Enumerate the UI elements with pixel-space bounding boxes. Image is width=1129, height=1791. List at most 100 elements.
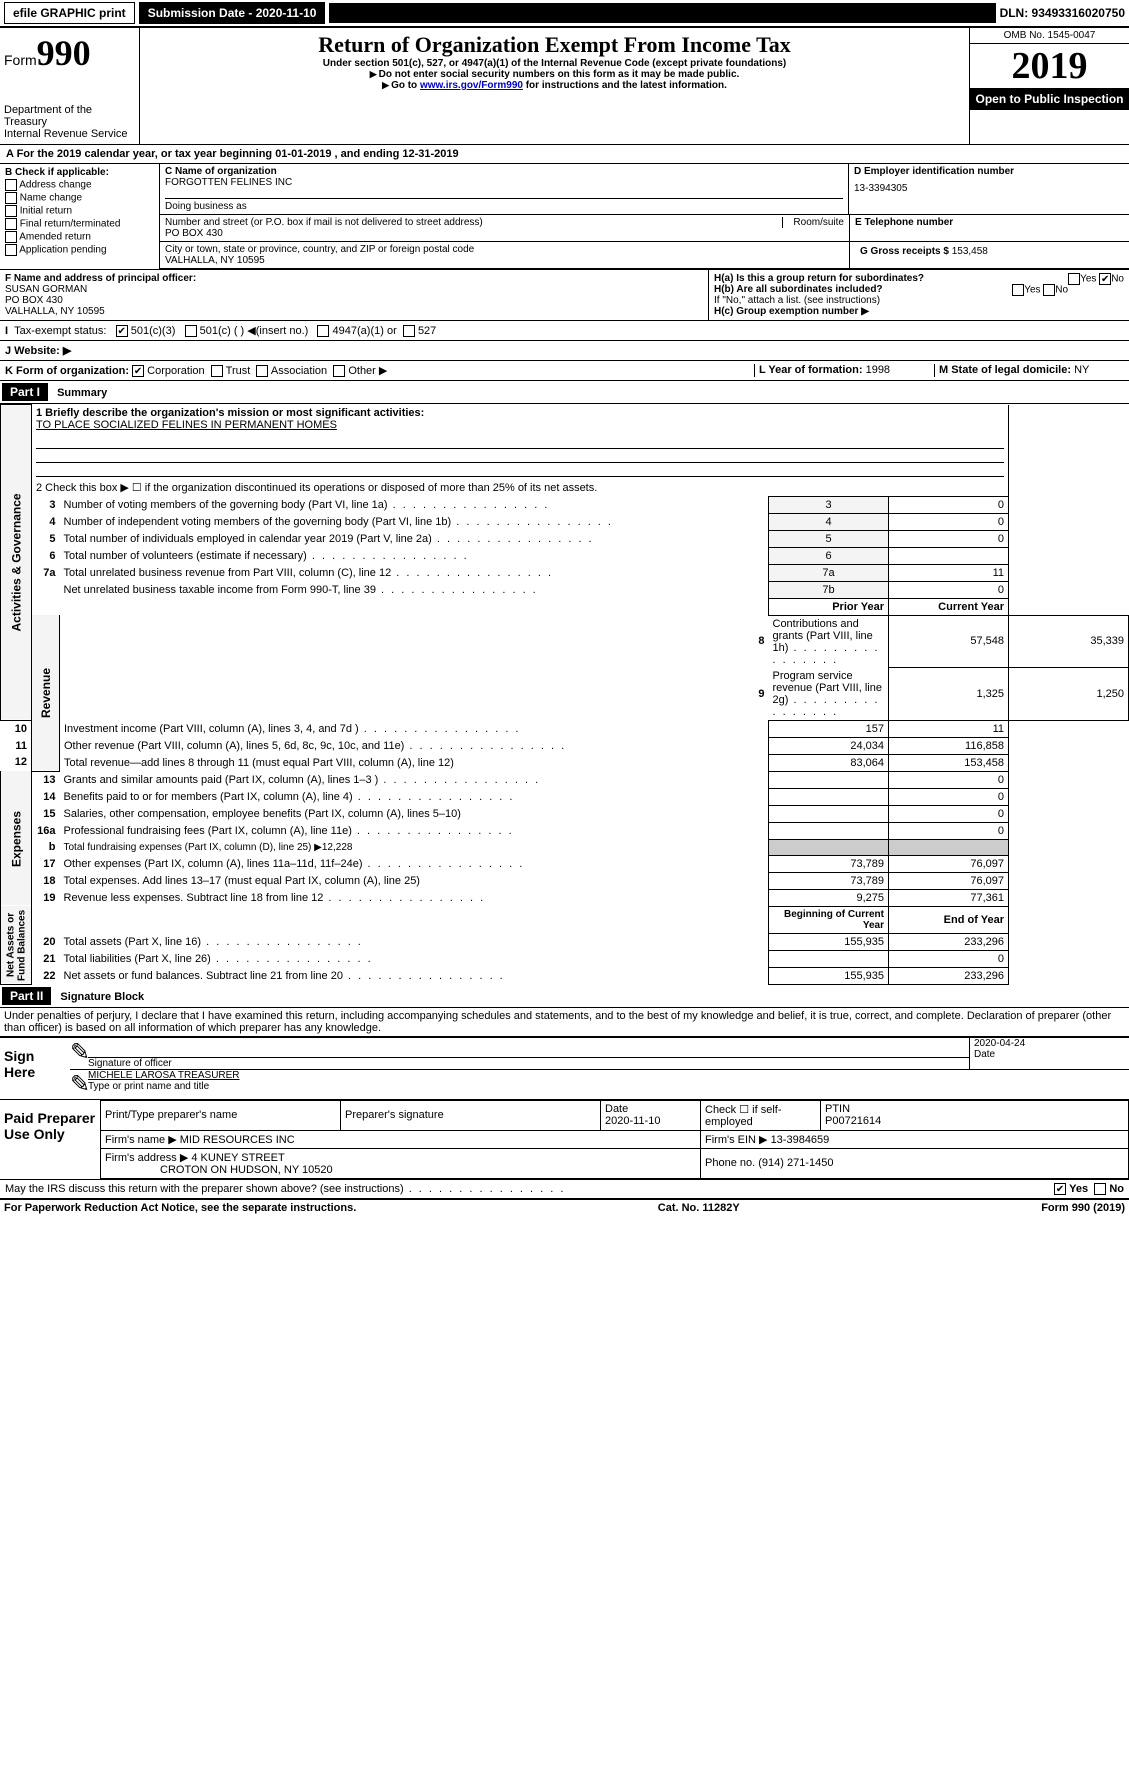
- hb-label: H(b) Are all subordinates included?: [714, 284, 883, 295]
- table-row: 12Total revenue—add lines 8 through 11 (…: [1, 754, 1129, 771]
- arrow-icon: [370, 69, 379, 80]
- opt-initial-return: Initial return: [20, 206, 72, 217]
- hc-label: H(c) Group exemption number ▶: [714, 306, 1124, 317]
- yes-label: Yes: [1080, 274, 1096, 285]
- table-row: 22Net assets or fund balances. Subtract …: [1, 967, 1129, 984]
- checkbox-final-return[interactable]: [5, 218, 17, 230]
- officer-addr1: PO BOX 430: [5, 295, 63, 306]
- footer-form: Form 990 (2019): [1041, 1202, 1125, 1214]
- opt-app-pending: Application pending: [19, 245, 106, 256]
- tax-year: 2019: [970, 44, 1129, 88]
- firm-addr: 4 KUNEY STREET: [191, 1152, 284, 1164]
- paid-preparer-block: Paid Preparer Use Only Print/Type prepar…: [0, 1099, 1129, 1179]
- box-b-heading: B Check if applicable:: [5, 167, 154, 178]
- instructions-link[interactable]: www.irs.gov/Form990: [420, 80, 523, 91]
- table-row: 18Total expenses. Add lines 13–17 (must …: [1, 872, 1129, 889]
- table-row: Net unrelated business taxable income fr…: [1, 581, 1129, 598]
- line-2: 2 Check this box ▶ ☐ if the organization…: [32, 479, 1009, 497]
- city-value: VALHALLA, NY 10595: [165, 255, 265, 266]
- dba-label: Doing business as: [165, 201, 247, 212]
- table-row: 11Other revenue (Part VIII, column (A), …: [1, 737, 1129, 754]
- table-row: 16aProfessional fundraising fees (Part I…: [1, 822, 1129, 839]
- paid-preparer-label: Paid Preparer Use Only: [0, 1100, 100, 1179]
- box-h: H(a) Is this a group return for subordin…: [709, 270, 1129, 320]
- firm-phone-label: Phone no.: [705, 1157, 755, 1169]
- checkbox-app-pending[interactable]: [5, 244, 17, 256]
- checkbox-address-change[interactable]: [5, 179, 17, 191]
- sign-here-block: Sign Here ✎ Signature of officer 2020-04…: [0, 1036, 1129, 1099]
- officer-name: SUSAN GORMAN: [5, 284, 87, 295]
- firm-ein-label: Firm's EIN ▶: [705, 1134, 768, 1146]
- table-row: 21Total liabilities (Part X, line 26)0: [1, 950, 1129, 967]
- table-row: 3Number of voting members of the governi…: [1, 496, 1129, 513]
- label-l: L Year of formation:: [759, 364, 863, 376]
- no-label: No: [1055, 285, 1068, 296]
- checkbox-4947[interactable]: [317, 325, 329, 337]
- checkbox-501c3[interactable]: [116, 325, 128, 337]
- sig-date-label: Date: [974, 1049, 1129, 1060]
- footer-pra: For Paperwork Reduction Act Notice, see …: [4, 1202, 356, 1214]
- opt-trust: Trust: [226, 365, 251, 377]
- footer: For Paperwork Reduction Act Notice, see …: [0, 1199, 1129, 1216]
- pp-date: Date2020-11-10: [601, 1100, 701, 1130]
- mission-label: 1 Briefly describe the organization's mi…: [36, 407, 1004, 419]
- label-c: C Name of organization: [165, 166, 843, 177]
- address-block: Number and street (or P.O. box if mail i…: [160, 215, 849, 241]
- label-m: M State of legal domicile:: [939, 364, 1071, 376]
- header-right: OMB No. 1545-0047 2019 Open to Public In…: [969, 28, 1129, 144]
- calendar-year-line: A For the 2019 calendar year, or tax yea…: [0, 145, 1129, 164]
- officer-addr2: VALHALLA, NY 10595: [5, 306, 105, 317]
- dln: DLN: 93493316020750: [1000, 6, 1125, 20]
- pen-icon: ✎: [70, 1070, 88, 1099]
- subtitle-3a: Go to: [391, 80, 420, 91]
- table-row: 19Revenue less expenses. Subtract line 1…: [1, 889, 1129, 906]
- pp-ptin: PTINP00721614: [821, 1100, 1129, 1130]
- firm-phone: (914) 271-1450: [758, 1157, 833, 1169]
- form-header: Form990 Department of the Treasury Inter…: [0, 28, 1129, 145]
- checkbox-discuss-no[interactable]: [1094, 1183, 1106, 1195]
- checkbox-hb-no[interactable]: [1043, 284, 1055, 296]
- checkbox-other[interactable]: [333, 365, 345, 377]
- hdr-curr: Current Year: [889, 598, 1009, 615]
- line-j: J Website: ▶: [0, 341, 1129, 361]
- checkbox-name-change[interactable]: [5, 192, 17, 204]
- opt-assoc: Association: [271, 365, 327, 377]
- dept-label: Department of the Treasury Internal Reve…: [4, 104, 135, 140]
- efile-label: efile GRAPHIC print: [4, 2, 135, 24]
- part2-title: Signature Block: [54, 991, 144, 1003]
- checkbox-initial-return[interactable]: [5, 205, 17, 217]
- checkbox-corp[interactable]: [132, 365, 144, 377]
- firm-city: CROTON ON HUDSON, NY 10520: [160, 1164, 333, 1176]
- checkbox-assoc[interactable]: [256, 365, 268, 377]
- checkbox-trust[interactable]: [211, 365, 223, 377]
- opt-501c3: 501(c)(3): [131, 325, 176, 337]
- ein-value: 13-3394305: [854, 183, 1124, 194]
- box-d: D Employer identification number 13-3394…: [849, 164, 1129, 214]
- tax-exempt-label: Tax-exempt status:: [14, 325, 106, 337]
- pp-sig: Preparer's signature: [341, 1100, 601, 1130]
- side-netassets: Net Assets or Fund Balances: [1, 906, 32, 984]
- pp-self: Check ☐ if self-employed: [701, 1100, 821, 1130]
- checkbox-501c[interactable]: [185, 325, 197, 337]
- hdr-prior: Prior Year: [769, 598, 889, 615]
- city-label: City or town, state or province, country…: [165, 244, 474, 255]
- firm-ein: 13-3984659: [771, 1134, 830, 1146]
- sig-date-value: 2020-04-24: [974, 1038, 1129, 1049]
- opt-4947: 4947(a)(1) or: [333, 325, 397, 337]
- checkbox-ha-no[interactable]: [1099, 273, 1111, 285]
- checkbox-hb-yes[interactable]: [1012, 284, 1024, 296]
- officer-name-title: MICHELE LAROSA TREASURER: [88, 1070, 1129, 1081]
- checkbox-amended[interactable]: [5, 231, 17, 243]
- checkbox-527[interactable]: [403, 325, 415, 337]
- form-title: Return of Organization Exempt From Incom…: [144, 32, 965, 58]
- dba-block: Doing business as: [165, 198, 843, 212]
- table-row: 9Program service revenue (Part VIII, lin…: [1, 668, 1129, 721]
- addr-label: Number and street (or P.O. box if mail i…: [165, 217, 483, 228]
- checkbox-discuss-yes[interactable]: [1054, 1183, 1066, 1195]
- entity-block: B Check if applicable: Address change Na…: [0, 164, 1129, 270]
- checkbox-ha-yes[interactable]: [1068, 273, 1080, 285]
- org-name: FORGOTTEN FELINES INC: [165, 177, 843, 188]
- type-name-label: Type or print name and title: [88, 1081, 1129, 1092]
- discuss-text: May the IRS discuss this return with the…: [5, 1183, 565, 1195]
- line-klm: K Form of organization: Corporation Trus…: [0, 361, 1129, 381]
